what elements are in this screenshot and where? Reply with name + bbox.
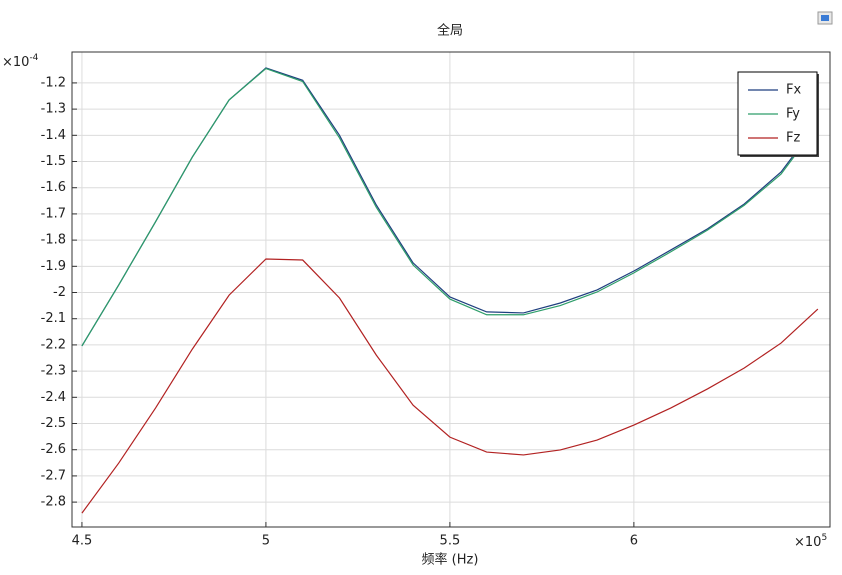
y-tick-label: -2.2 <box>41 337 66 352</box>
y-tick-label: -1.8 <box>41 233 66 248</box>
y-tick-label: -1.7 <box>41 206 66 221</box>
y-tick-label: -1.6 <box>41 180 66 195</box>
plot-frame <box>71 51 831 528</box>
y-tick-label: -1.2 <box>41 75 66 90</box>
x-multiplier: ×105 <box>794 533 827 550</box>
y-tick-label: -1.4 <box>41 128 66 143</box>
y-tick-label: -1.5 <box>41 154 66 169</box>
y-tick-label: -2.8 <box>41 495 66 510</box>
y-tick-label: -1.3 <box>41 102 66 117</box>
y-tick-label: -2.1 <box>41 311 66 326</box>
y-tick-label: -2.3 <box>41 364 66 379</box>
x-multiplier-exponent: 5 <box>821 533 827 543</box>
y-tick-label: -2.4 <box>41 390 66 405</box>
y-multiplier: ×10-4 <box>2 53 39 70</box>
series-line <box>81 67 819 347</box>
chart-title: 全局 <box>437 23 463 39</box>
export-icon-inner <box>821 15 829 21</box>
x-multiplier-base: ×10 <box>794 535 821 550</box>
series-line <box>81 258 819 514</box>
y-tick-label: -2.7 <box>41 468 66 483</box>
x-tick-label: 4.5 <box>72 534 93 549</box>
y-tick-label: -2.5 <box>41 416 66 431</box>
x-tick-label: 6 <box>630 534 638 549</box>
y-tick-label: -1.9 <box>41 259 66 274</box>
legend: Fx Fy Fz <box>737 71 819 157</box>
x-tick-label: 5 <box>262 534 270 549</box>
y-multiplier-base: ×10 <box>2 55 29 70</box>
x-tick-label: 5.5 <box>440 534 461 549</box>
y-multiplier-exponent: -4 <box>29 53 38 63</box>
x-axis-label: 频率 (Hz) <box>422 552 479 568</box>
legend-label: Fy <box>786 107 800 122</box>
legend-label: Fz <box>786 131 800 146</box>
legend-label: Fx <box>786 83 801 98</box>
y-tick-label: -2.6 <box>41 442 66 457</box>
y-tick-label: -2 <box>53 285 66 300</box>
